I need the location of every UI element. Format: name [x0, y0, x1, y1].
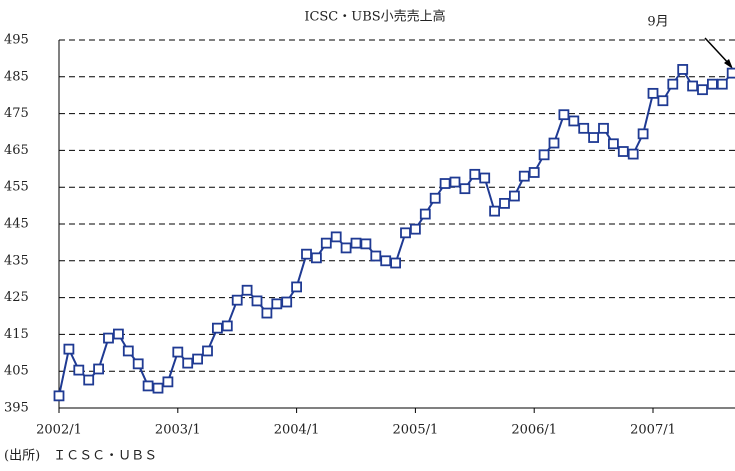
y-tick-label: 455: [4, 180, 29, 195]
point-marker: [489, 205, 501, 217]
point-marker: [350, 237, 362, 249]
point-marker: [538, 149, 550, 161]
point-marker: [152, 382, 164, 394]
x-tick-label: 2004/1: [274, 423, 320, 438]
point-marker: [182, 357, 194, 369]
point-marker: [508, 190, 520, 202]
arrow-head: [724, 59, 733, 69]
point-marker: [608, 138, 619, 150]
point-marker: [419, 208, 431, 220]
point-marker: [93, 363, 104, 375]
point-marker: [211, 322, 223, 334]
point-marker: [122, 345, 134, 357]
y-tick-label: 485: [4, 69, 29, 84]
point-marker: [479, 172, 491, 184]
x-tick-label: 2005/1: [393, 423, 439, 438]
chart-title: ICSC・UBS小売売上高: [304, 9, 445, 25]
point-marker: [360, 238, 372, 250]
point-marker: [330, 231, 342, 243]
point-marker: [459, 183, 471, 195]
point-marker: [162, 376, 174, 388]
point-marker: [291, 281, 303, 293]
series-line: [58, 67, 733, 397]
point-marker: [310, 252, 322, 264]
point-marker: [409, 223, 421, 235]
point-marker: [73, 364, 85, 376]
point-marker: [192, 353, 204, 365]
point-marker: [380, 255, 392, 267]
point-marker: [647, 87, 659, 99]
point-marker: [637, 128, 649, 140]
point-marker: [578, 122, 590, 134]
point-marker: [568, 115, 580, 127]
x-tick-label: 2002/1: [36, 423, 82, 438]
point-marker: [558, 109, 570, 121]
point-marker: [627, 148, 639, 160]
point-marker: [499, 197, 510, 209]
point-marker: [707, 78, 718, 90]
point-marker: [439, 178, 451, 189]
point-marker: [63, 343, 75, 355]
point-marker: [469, 168, 481, 180]
point-marker: [390, 257, 402, 269]
point-marker: [588, 132, 599, 143]
point-marker: [261, 307, 273, 319]
y-tick-label: 415: [4, 327, 29, 342]
point-marker: [340, 242, 352, 254]
point-marker: [429, 192, 441, 204]
annotation: 9月: [647, 15, 668, 30]
point-marker: [697, 84, 708, 96]
point-marker: [53, 390, 65, 402]
x-tick-label: 2003/1: [155, 423, 201, 438]
point-marker: [172, 346, 184, 358]
point-marker: [657, 95, 669, 107]
point-marker: [726, 67, 735, 79]
y-tick-label: 425: [4, 290, 29, 305]
point-marker: [320, 237, 332, 249]
point-marker: [271, 298, 283, 310]
y-tick-label: 435: [4, 253, 29, 268]
y-tick-label: 465: [4, 143, 29, 158]
point-marker: [251, 295, 263, 307]
point-marker: [103, 332, 114, 344]
y-tick-label: 475: [4, 106, 29, 121]
point-marker: [598, 122, 609, 134]
point-marker: [518, 170, 530, 182]
point-marker: [221, 320, 233, 332]
point-marker: [301, 248, 312, 260]
point-marker: [667, 78, 679, 90]
point-marker: [142, 380, 154, 392]
point-marker: [400, 227, 411, 239]
point-marker: [281, 296, 293, 308]
y-tick-label: 395: [4, 401, 29, 416]
x-tick-label: 2006/1: [511, 423, 557, 438]
point-marker: [528, 167, 540, 178]
point-marker: [202, 345, 213, 357]
point-marker: [716, 78, 728, 90]
point-marker: [83, 374, 95, 386]
point-marker: [231, 294, 243, 306]
point-marker: [677, 64, 689, 75]
y-tick-label: 405: [4, 364, 29, 379]
point-marker: [132, 358, 144, 370]
point-marker: [449, 176, 461, 188]
point-marker: [370, 250, 382, 262]
point-marker: [113, 328, 124, 340]
y-tick-label: 495: [4, 33, 29, 48]
x-tick-label: 2007/1: [630, 423, 676, 438]
y-tick-label: 445: [4, 217, 29, 232]
point-marker: [241, 284, 253, 296]
point-marker: [687, 80, 698, 92]
source-note: (出所) ＩＣＳＣ・ＵＢＳ: [4, 449, 157, 464]
point-marker: [617, 146, 629, 157]
point-marker: [548, 137, 560, 149]
